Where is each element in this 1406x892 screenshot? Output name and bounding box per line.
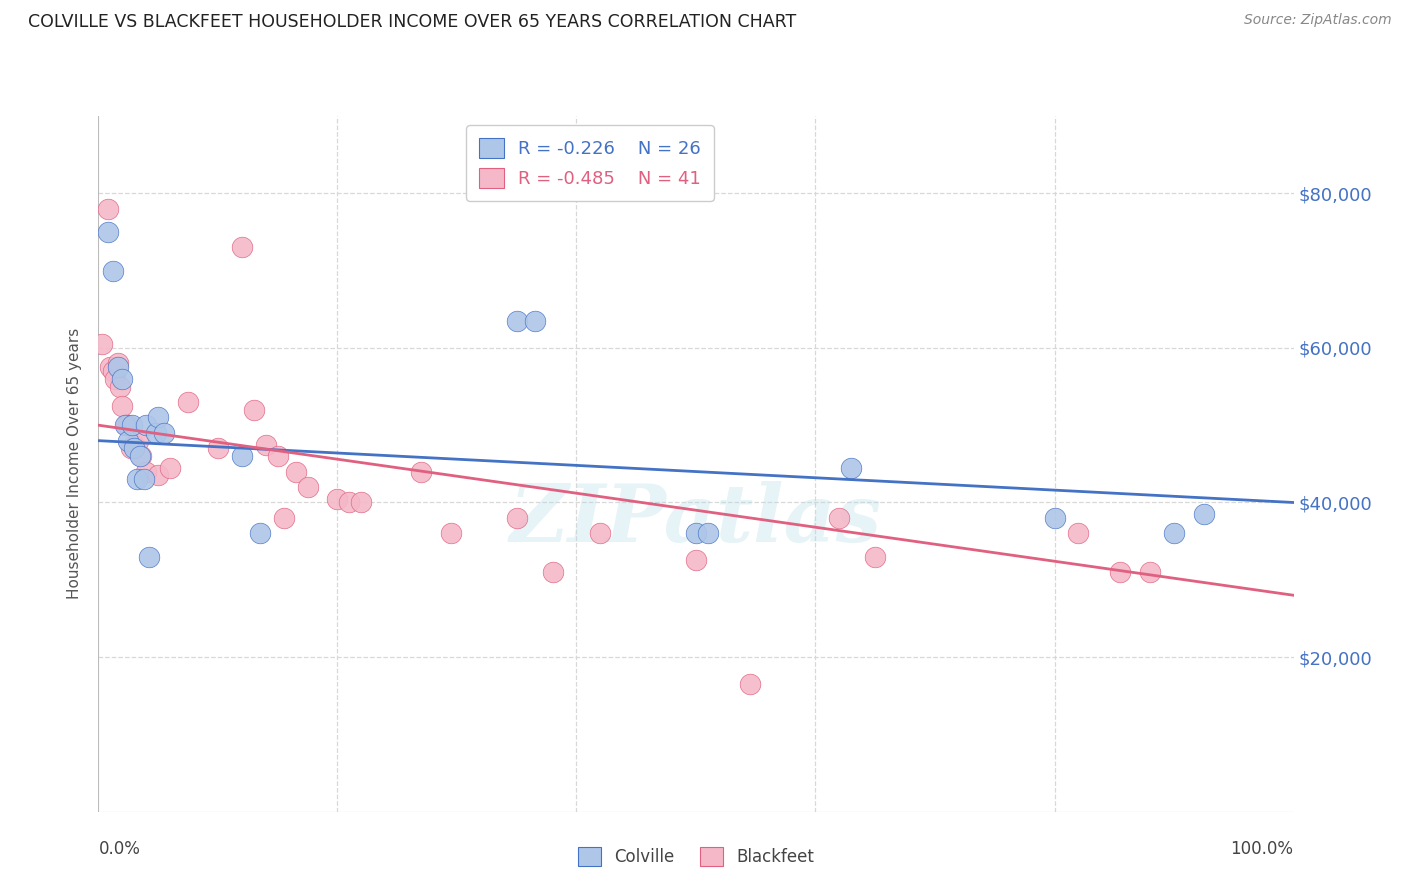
Point bbox=[107, 356, 129, 370]
Point bbox=[145, 425, 167, 440]
Point bbox=[125, 472, 148, 486]
Point bbox=[350, 495, 373, 509]
Point bbox=[135, 418, 157, 433]
Point bbox=[339, 495, 360, 509]
Point bbox=[697, 526, 720, 541]
Point bbox=[284, 465, 307, 479]
Point bbox=[117, 418, 139, 433]
Point bbox=[1043, 511, 1066, 525]
Point bbox=[243, 402, 266, 417]
Point bbox=[326, 491, 349, 506]
Legend: Colville, Blackfeet: Colville, Blackfeet bbox=[571, 840, 821, 873]
Y-axis label: Householder Income Over 65 years: Householder Income Over 65 years bbox=[67, 328, 83, 599]
Text: COLVILLE VS BLACKFEET HOUSEHOLDER INCOME OVER 65 YEARS CORRELATION CHART: COLVILLE VS BLACKFEET HOUSEHOLDER INCOME… bbox=[28, 13, 796, 31]
Point bbox=[101, 364, 124, 378]
Point bbox=[685, 526, 707, 541]
Point bbox=[1139, 565, 1161, 579]
Text: Source: ZipAtlas.com: Source: ZipAtlas.com bbox=[1244, 13, 1392, 28]
Point bbox=[685, 553, 707, 567]
Point bbox=[506, 511, 529, 525]
Point bbox=[523, 314, 546, 328]
Point bbox=[1067, 526, 1090, 541]
Point bbox=[249, 526, 271, 541]
Point bbox=[273, 511, 295, 525]
Point bbox=[101, 263, 124, 277]
Point bbox=[148, 468, 170, 483]
Point bbox=[127, 434, 149, 448]
Point bbox=[124, 442, 146, 456]
Point bbox=[98, 360, 122, 375]
Point bbox=[254, 437, 277, 451]
Point bbox=[117, 434, 139, 448]
Point bbox=[111, 399, 134, 413]
Point bbox=[104, 372, 127, 386]
Point bbox=[111, 372, 134, 386]
Point bbox=[828, 511, 851, 525]
Point bbox=[131, 449, 153, 463]
Point bbox=[124, 437, 146, 451]
Point bbox=[153, 425, 176, 440]
Point bbox=[121, 418, 143, 433]
Point bbox=[440, 526, 463, 541]
Text: 0.0%: 0.0% bbox=[98, 839, 141, 857]
Point bbox=[506, 314, 529, 328]
Text: 100.0%: 100.0% bbox=[1230, 839, 1294, 857]
Point bbox=[97, 202, 120, 216]
Point bbox=[91, 337, 114, 351]
Point bbox=[231, 240, 253, 254]
Point bbox=[1163, 526, 1185, 541]
Point bbox=[738, 677, 761, 691]
Point bbox=[267, 449, 290, 463]
Point bbox=[120, 442, 142, 456]
Point bbox=[177, 395, 200, 409]
Text: ZIPatlas: ZIPatlas bbox=[510, 481, 882, 558]
Point bbox=[148, 410, 170, 425]
Point bbox=[541, 565, 564, 579]
Point bbox=[863, 549, 887, 564]
Point bbox=[114, 418, 136, 433]
Point bbox=[231, 449, 253, 463]
Point bbox=[138, 549, 160, 564]
Point bbox=[841, 460, 863, 475]
Point bbox=[115, 418, 138, 433]
Point bbox=[1109, 565, 1132, 579]
Point bbox=[97, 225, 120, 239]
Point bbox=[159, 460, 181, 475]
Point bbox=[129, 449, 152, 463]
Point bbox=[135, 465, 157, 479]
Point bbox=[411, 465, 433, 479]
Point bbox=[108, 379, 131, 393]
Point bbox=[1192, 507, 1215, 521]
Point bbox=[589, 526, 612, 541]
Point bbox=[207, 442, 229, 456]
Point bbox=[107, 360, 129, 375]
Point bbox=[132, 472, 155, 486]
Point bbox=[297, 480, 319, 494]
